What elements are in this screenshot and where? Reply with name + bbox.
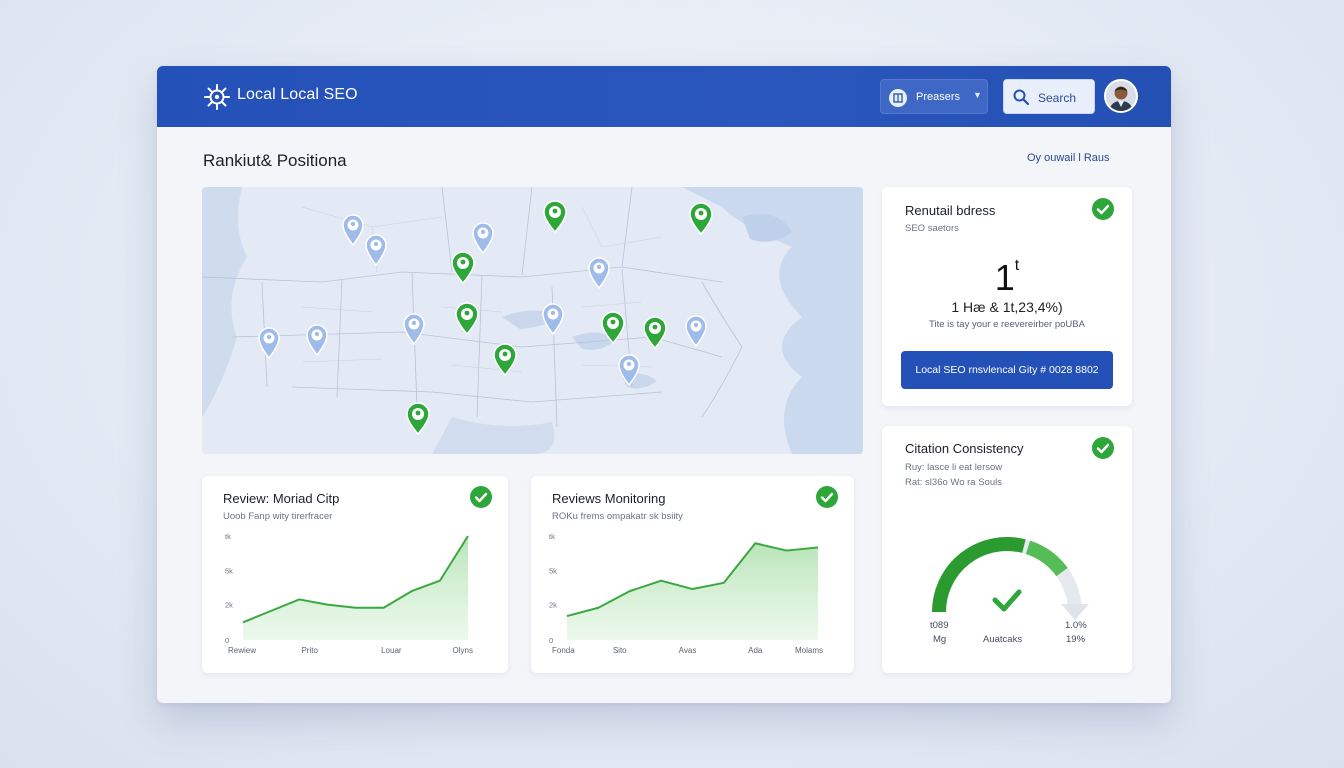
gauge-right-label: 19% <box>1066 634 1086 645</box>
x-tick-label: Louar <box>381 646 402 655</box>
review-card-1-title: Review: Moriad Citp <box>223 491 340 506</box>
y-tick-label: tk <box>225 532 231 541</box>
map-pin-blue-icon[interactable] <box>542 303 564 336</box>
x-tick-label: Olyns <box>453 646 473 655</box>
ranking-card: Renutail bdress SEO saetors 1t 1 Hæ & 1t… <box>882 187 1132 406</box>
gauge-fill-light <box>1025 540 1068 577</box>
grid-icon <box>889 89 907 107</box>
y-tick-label: tk <box>549 532 555 541</box>
review-card-2-subtitle: ROKu frems ompakatr sk bsiity <box>552 511 683 522</box>
map-pin-blue-icon[interactable] <box>258 327 280 360</box>
gauge-right-value: 1.0% <box>1065 620 1087 631</box>
check-circle-icon <box>1092 198 1114 220</box>
area-fill <box>243 536 468 640</box>
map-pin-blue-icon[interactable] <box>306 324 328 357</box>
gauge-left-label: Mg <box>933 634 947 645</box>
review-card-1-subtitle: Uoob Fanp wity tirerfracer <box>223 511 333 522</box>
app-title: Local Local SEO <box>237 86 358 103</box>
page-title: Rankiut& Positiona <box>203 151 347 170</box>
y-tick-label: 2k <box>549 601 557 610</box>
map-pin-green-icon[interactable] <box>493 343 517 377</box>
map-pin-green-icon[interactable] <box>689 202 713 236</box>
gauge-left-value: t089 <box>930 620 949 631</box>
x-tick-label: Rewiew <box>228 646 256 655</box>
citation-card: Citation Consistency Ruy: lasce li eat l… <box>882 426 1132 673</box>
rank-number: 1 <box>994 257 1015 298</box>
ranking-card-subtitle: SEO saetors <box>905 223 959 234</box>
y-tick-label: 0 <box>225 636 229 645</box>
citation-gauge <box>932 537 1089 620</box>
map-pin-blue-icon[interactable] <box>365 234 387 267</box>
check-circle-icon <box>1092 437 1114 459</box>
rank-value: 1t <box>882 257 1132 299</box>
citation-card-title: Citation Consistency <box>905 441 1024 456</box>
citation-line-2: Rat: sl36o Wo ra Souls <box>905 477 1002 488</box>
gear-logo-icon[interactable] <box>203 83 231 111</box>
review-chart-card-2: Reviews Monitoring ROKu frems ompakatr s… <box>531 476 854 673</box>
x-tick-label: Avas <box>679 646 697 655</box>
filter-dropdown[interactable]: Preasers ▼ <box>880 79 988 114</box>
dropdown-label: Preasers <box>916 91 961 103</box>
ranking-card-title: Renutail bdress <box>905 203 996 218</box>
x-tick-label: Prito <box>301 646 318 655</box>
dashboard-window: Local Local SEO Preasers ▼ Search <box>157 66 1171 703</box>
review-card-2-title: Reviews Monitoring <box>552 491 666 506</box>
search-button[interactable]: Search <box>1003 79 1095 114</box>
rank-suffix: t <box>1014 257 1020 274</box>
x-tick-label: Ada <box>748 646 763 655</box>
citation-line-1: Ruy: lasce li eat lersow <box>905 462 1003 473</box>
check-circle-icon <box>470 486 492 508</box>
map-canvas <box>202 187 863 454</box>
user-avatar[interactable] <box>1104 79 1138 113</box>
chevron-down-icon: ▼ <box>973 90 982 100</box>
gauge-arrow-icon <box>1061 604 1089 620</box>
review-chart-card-1: Review: Moriad Citp Uoob Fanp wity tirer… <box>202 476 508 673</box>
gauge-fill <box>932 537 1026 613</box>
gauge-center-label: Auatcaks <box>983 634 1023 645</box>
search-icon <box>1013 89 1030 106</box>
rank-note: Tite is tay your e reevereirber poUBA <box>929 319 1085 330</box>
area-fill <box>567 543 818 640</box>
map-pin-green-icon[interactable] <box>643 316 667 350</box>
top-navigation-bar: Local Local SEO Preasers ▼ Search <box>157 66 1171 127</box>
gauge-check-icon <box>992 589 1022 612</box>
map-pin-blue-icon[interactable] <box>403 313 425 346</box>
local-seo-button[interactable]: Local SEO rnsvlencal Gity # 0028 8802 <box>901 351 1113 389</box>
x-tick-label: Molams <box>795 646 823 655</box>
y-tick-label: 5k <box>225 566 233 575</box>
map-pin-blue-icon[interactable] <box>685 315 707 348</box>
y-tick-label: 5k <box>549 566 557 575</box>
map-pin-green-icon[interactable] <box>451 251 475 285</box>
map-pin-green-icon[interactable] <box>601 311 625 345</box>
search-label: Search <box>1038 91 1077 105</box>
overview-link[interactable]: Oy ouwail l Raus <box>1027 152 1110 164</box>
map-pin-green-icon[interactable] <box>406 402 430 436</box>
x-tick-label: Sito <box>613 646 627 655</box>
map-pin-blue-icon[interactable] <box>588 257 610 290</box>
x-tick-label: Fonda <box>552 646 575 655</box>
map-pin-blue-icon[interactable] <box>472 222 494 255</box>
rankings-map[interactable] <box>202 187 863 454</box>
rank-stat-line: 1 Hæ & 1t,23,4%) <box>951 299 1063 315</box>
y-tick-label: 0 <box>549 636 553 645</box>
map-pin-blue-icon[interactable] <box>618 354 640 387</box>
map-pin-green-icon[interactable] <box>543 200 567 234</box>
check-circle-icon <box>816 486 838 508</box>
y-tick-label: 2k <box>225 601 233 610</box>
map-pin-green-icon[interactable] <box>455 302 479 336</box>
map-pin-blue-icon[interactable] <box>342 214 364 247</box>
